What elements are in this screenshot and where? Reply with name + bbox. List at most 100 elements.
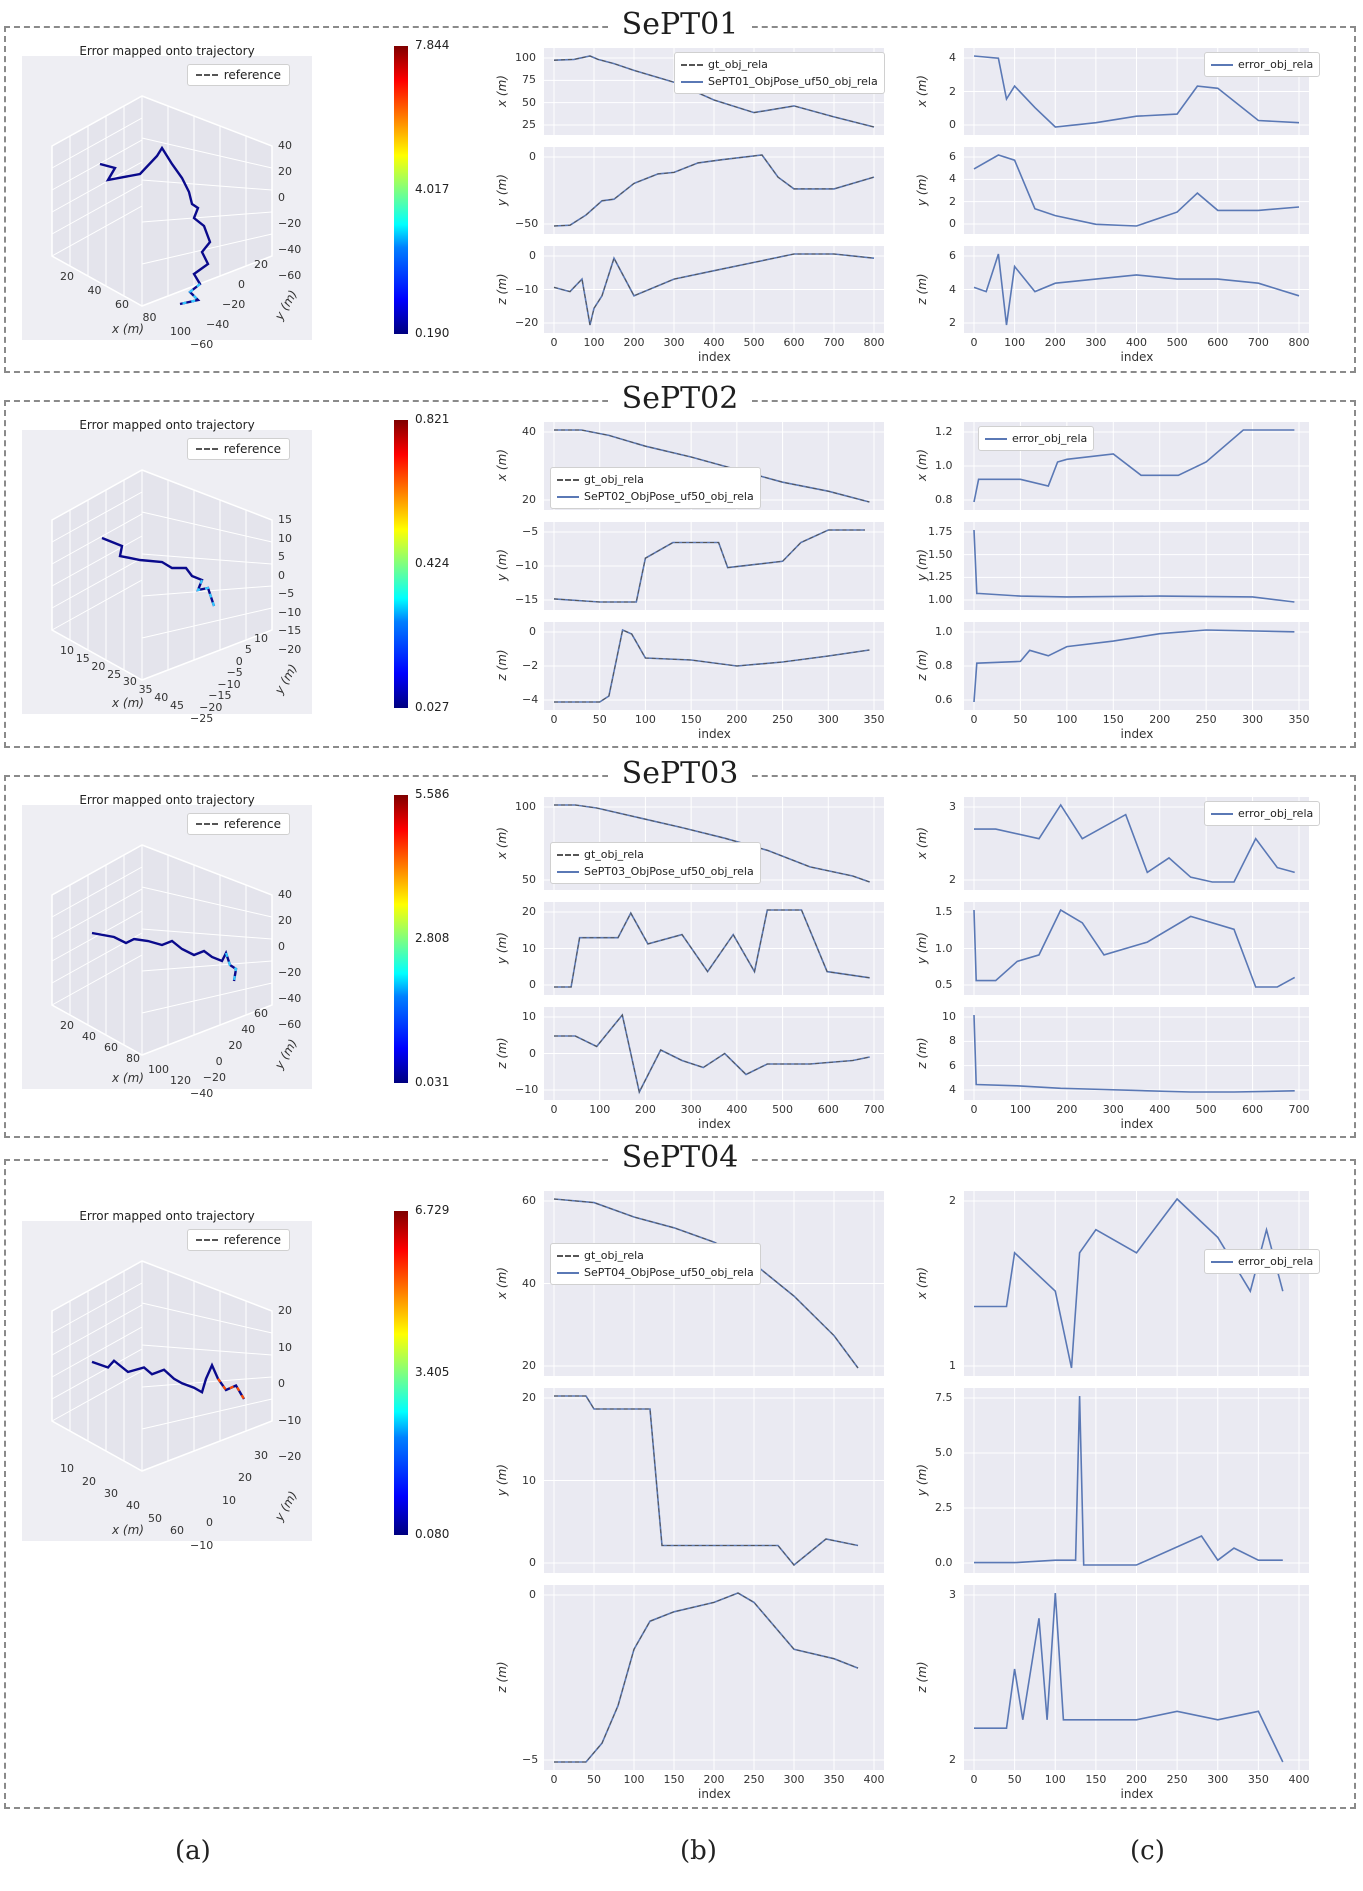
- legend-label: error_obj_rela: [1238, 58, 1314, 71]
- x-tick-label: 0: [970, 1103, 978, 1116]
- series-line: [973, 429, 1295, 503]
- x-tick-label: 500: [1195, 1103, 1217, 1116]
- z-tick-label: −40: [278, 992, 302, 1005]
- gt-line: [553, 253, 875, 326]
- y-tick-label: 1.2: [935, 425, 953, 438]
- legend-label: SePT04_ObjPose_uf50_obj_rela: [584, 1266, 754, 1279]
- grid-line: [51, 954, 143, 1006]
- x-tick-label: 100: [634, 713, 656, 726]
- y-tick-label: 0.6: [935, 693, 953, 706]
- plot-legend: gt_obj_rela SePT02_ObjPose_uf50_obj_rela: [550, 467, 761, 509]
- x-tick-label: 500: [743, 336, 765, 349]
- error-colorbar: [394, 46, 408, 334]
- x-tick-label: 200: [634, 1103, 656, 1116]
- y-tick-label: −20: [199, 700, 223, 714]
- y-tick-label: 0: [529, 978, 536, 991]
- legend-label: SePT02_ObjPose_uf50_obj_rela: [584, 490, 754, 503]
- y-tick-label: 1.0: [935, 459, 953, 472]
- x-tick-label: 200: [1126, 1773, 1147, 1786]
- x-axis-label: x (m): [112, 322, 144, 336]
- y-axis-label: x (m): [915, 1266, 929, 1299]
- x-tick-label: 350: [1247, 1773, 1269, 1786]
- x-tick-label: 250: [1166, 1773, 1188, 1786]
- y-axis-label: y (m): [915, 549, 929, 581]
- error-colorbar: [394, 1211, 408, 1535]
- y-tick-label: −20: [515, 316, 539, 329]
- y-tick-label: 1.0: [935, 941, 953, 955]
- y-tick-label: 1: [949, 1359, 956, 1372]
- x-tick-label: 150: [1102, 713, 1124, 726]
- x-tick-label: 100: [1044, 1773, 1066, 1786]
- y-axis-label: z (m): [915, 272, 929, 305]
- legend-label: error_obj_rela: [1238, 1255, 1314, 1268]
- x-axis-label: index: [1120, 1117, 1154, 1131]
- grid-line: [51, 844, 143, 896]
- x-tick-label: 50: [587, 1773, 601, 1786]
- legend-label: reference: [223, 817, 281, 831]
- plot-b-z: [544, 622, 884, 710]
- x-tick-label: 200: [1056, 1103, 1078, 1116]
- section-sept02: SePT02 Error mapped onto trajectory refere…: [4, 381, 1356, 748]
- y-axis-label: y (m): [495, 931, 509, 964]
- reference-legend: reference: [186, 438, 290, 460]
- z-tick-label: 20: [278, 914, 292, 927]
- x-tick-label: 50: [592, 713, 607, 726]
- grid-line: [141, 1398, 273, 1430]
- z-tick-label: 0: [278, 568, 285, 582]
- x-tick-label: 150: [1085, 1773, 1107, 1786]
- y-tick-label: 40: [522, 1276, 536, 1290]
- dashed-line-icon: [195, 823, 218, 825]
- y-tick-label: 4: [949, 1083, 956, 1096]
- x-tick-label: 300: [1207, 1773, 1229, 1786]
- y-tick-label: −40: [190, 1087, 214, 1100]
- y-tick-label: −5: [522, 525, 539, 538]
- x-tick-label: 700: [863, 1103, 885, 1116]
- plot-c-z: [964, 246, 1309, 333]
- grid-line: [51, 535, 143, 587]
- dashed-line-icon: [557, 853, 579, 856]
- series-line: [973, 908, 1296, 988]
- grid-line: [51, 866, 143, 918]
- trajectory-3d-plot: [51, 95, 273, 307]
- grid-line: [141, 928, 273, 940]
- section-sept04: SePT04 Error mapped onto trajectory refere…: [4, 1140, 1356, 1809]
- grid-line: [51, 205, 143, 257]
- x-axis-label: index: [1120, 1787, 1154, 1801]
- x-tick-label: 100: [1004, 336, 1026, 349]
- y-tick-label: −5: [522, 1753, 539, 1766]
- x-axis-label: index: [698, 727, 731, 741]
- grid-line: [51, 183, 143, 235]
- x-tick-label: 60: [170, 1524, 184, 1538]
- x-tick-label: 80: [142, 311, 157, 325]
- plot-b-y: [544, 1388, 884, 1573]
- x-tick-label: 250: [772, 713, 794, 726]
- x-tick-label: 100: [148, 1063, 169, 1076]
- series-line: [973, 55, 1300, 128]
- x-tick-label: 400: [863, 1773, 885, 1786]
- series-line: [554, 1592, 859, 1763]
- legend-label: gt_obj_rela: [584, 848, 644, 861]
- x-tick-label: 15: [75, 651, 90, 665]
- plot-c-x: [964, 1191, 1309, 1376]
- grid-line: [141, 886, 273, 918]
- x-tick-label: 20: [82, 1474, 96, 1488]
- x-tick-label: 400: [703, 336, 725, 349]
- x-tick-label: 600: [817, 1103, 839, 1116]
- z-tick-label: 0: [278, 1377, 285, 1391]
- x-tick-label: 50: [1013, 713, 1028, 726]
- trajectory-3d-plot: [51, 1260, 273, 1472]
- x-tick-label: 60: [115, 297, 129, 311]
- y-tick-label: 30: [254, 1448, 268, 1462]
- y-tick-label: 20: [254, 258, 268, 271]
- gt-line: [554, 1592, 859, 1763]
- colorbar-max-label: 5.586: [415, 787, 450, 801]
- solid-line-icon: [557, 495, 579, 498]
- series-line: [973, 253, 1300, 326]
- panel-caption: (b): [680, 1836, 717, 1866]
- x-tick-label: 40: [82, 1030, 96, 1043]
- series-line: [973, 1014, 1295, 1093]
- x-tick-label: 500: [772, 1103, 794, 1116]
- y-tick-label: 1.25: [928, 570, 953, 584]
- y-tick-label: −5: [226, 666, 243, 680]
- series-line: [974, 1197, 1284, 1369]
